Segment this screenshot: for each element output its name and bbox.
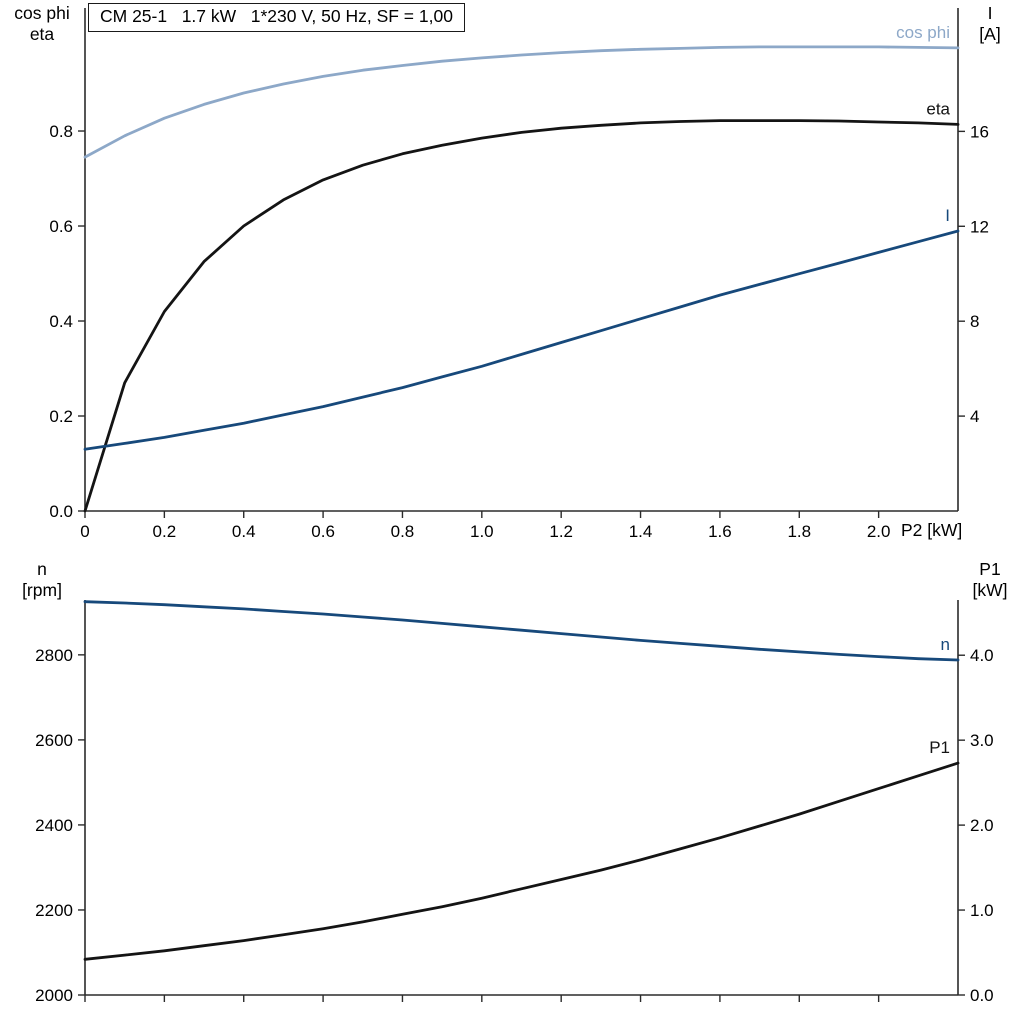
top-chart-right-axis-title: I [A]: [960, 3, 1020, 45]
x-axis-tick-label: 1.4: [629, 522, 653, 541]
series-label-current: I: [945, 206, 950, 225]
left-axis-tick-label: 2200: [35, 901, 73, 920]
left-axis-tick-label: 0.6: [49, 217, 73, 236]
curve-speed: [83, 600, 960, 662]
x-axis-label: P2 [kW]: [901, 520, 963, 540]
left-axis-tick-label: 0.2: [49, 407, 73, 426]
right-axis-tick-label: 0.0: [970, 986, 994, 1005]
series-label-input_power: P1: [929, 738, 950, 757]
x-axis-tick-label: 1.0: [470, 522, 494, 541]
right-axis-tick-label: 3.0: [970, 731, 994, 750]
series-label-cos_phi: cos phi: [896, 23, 950, 42]
x-axis-tick-label: 0.4: [232, 522, 256, 541]
chart-title: CM 25-1 1.7 kW 1*230 V, 50 Hz, SF = 1,00: [88, 3, 465, 32]
x-axis-tick-label: 0: [80, 522, 89, 541]
left-axis-tick-label: 0.4: [49, 312, 73, 331]
curve-current: [83, 229, 960, 451]
left-axis-tick-label: 0.8: [49, 122, 73, 141]
x-axis-tick-label: 1.2: [549, 522, 573, 541]
left-axis-tick-label: 2800: [35, 646, 73, 665]
bottom-chart-right-axis-title: P1 [kW]: [960, 559, 1020, 601]
right-axis-title-line2: [A]: [979, 24, 1001, 44]
right-axis-tick-label: 2.0: [970, 816, 994, 835]
series-label-eta: eta: [926, 99, 950, 118]
x-axis-tick-label: 0.2: [153, 522, 177, 541]
right-axis-title-line2: [kW]: [972, 580, 1008, 600]
x-axis-tick-label: 1.8: [787, 522, 811, 541]
left-axis-title-line2: eta: [29, 24, 55, 44]
left-axis-title-line1: cos phi: [14, 3, 70, 23]
x-axis-tick-label: 1.6: [708, 522, 732, 541]
x-axis-tick-label: 0.8: [391, 522, 415, 541]
left-axis-tick-label: 0.0: [49, 502, 73, 521]
series-label-speed: n: [941, 635, 950, 654]
right-axis-title-line1: I: [987, 3, 993, 23]
x-axis-tick-label: 2.0: [867, 522, 891, 541]
left-axis-tick-label: 2600: [35, 731, 73, 750]
x-axis-tick-label: 0.6: [311, 522, 335, 541]
right-axis-title-line1: P1: [979, 559, 1001, 579]
right-axis-tick-label: 1.0: [970, 901, 994, 920]
curve-cos_phi: [83, 45, 960, 159]
right-axis-tick-label: 16: [970, 122, 989, 141]
left-axis-title-line1: n: [37, 559, 47, 579]
left-axis-tick-label: 2000: [35, 986, 73, 1005]
right-axis-tick-label: 8: [970, 312, 979, 331]
left-axis-tick-label: 2400: [35, 816, 73, 835]
curve-eta: [83, 119, 960, 513]
curve-input_power: [83, 761, 960, 961]
right-axis-tick-label: 4.0: [970, 646, 994, 665]
right-axis-tick-label: 12: [970, 217, 989, 236]
top-chart-left-axis-title: cos phi eta: [2, 3, 82, 45]
left-axis-title-line2: [rpm]: [22, 580, 62, 600]
right-axis-tick-label: 4: [970, 407, 979, 426]
bottom-chart-left-axis-title: n [rpm]: [2, 559, 82, 601]
